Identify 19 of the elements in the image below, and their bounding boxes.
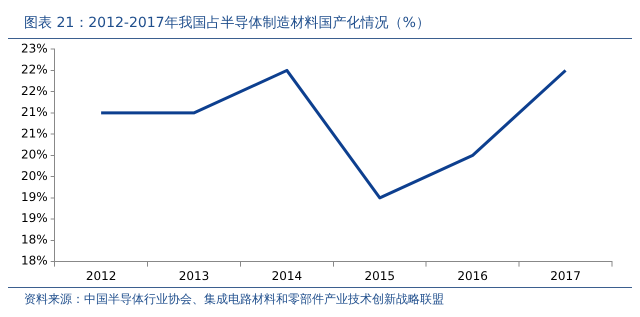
y-tick-label: 23%: [21, 41, 48, 56]
y-tick-label: 20%: [21, 168, 48, 183]
text: 资料来源：中国半导体行业协会、集成电路材料和零部件产业技术创新战略联盟: [8, 287, 632, 308]
y-tick-label: 18%: [21, 254, 48, 268]
y-tick-label: 18%: [21, 232, 48, 246]
y-tick-label: 21%: [21, 126, 48, 140]
x-tick-label: 2015: [364, 268, 396, 283]
y-tick-label: 19%: [21, 190, 48, 204]
x-tick-label: 2014: [272, 268, 302, 283]
y-tick-label: 22%: [21, 62, 48, 77]
y-tick-label: 19%: [21, 211, 48, 226]
x-tick-label: 2012: [86, 268, 116, 283]
y-tick-label: 20%: [21, 148, 48, 162]
x-tick-label: 2016: [457, 268, 488, 283]
y-tick-label: 21%: [21, 105, 48, 120]
x-tick-label: 2017: [550, 268, 581, 283]
chart-title: 图表 21：2012-2017年我国占半导体制造材料国产化情况（%）: [8, 8, 632, 39]
x-tick-label: 2013: [178, 268, 210, 283]
y-tick-label: 22%: [21, 84, 48, 98]
